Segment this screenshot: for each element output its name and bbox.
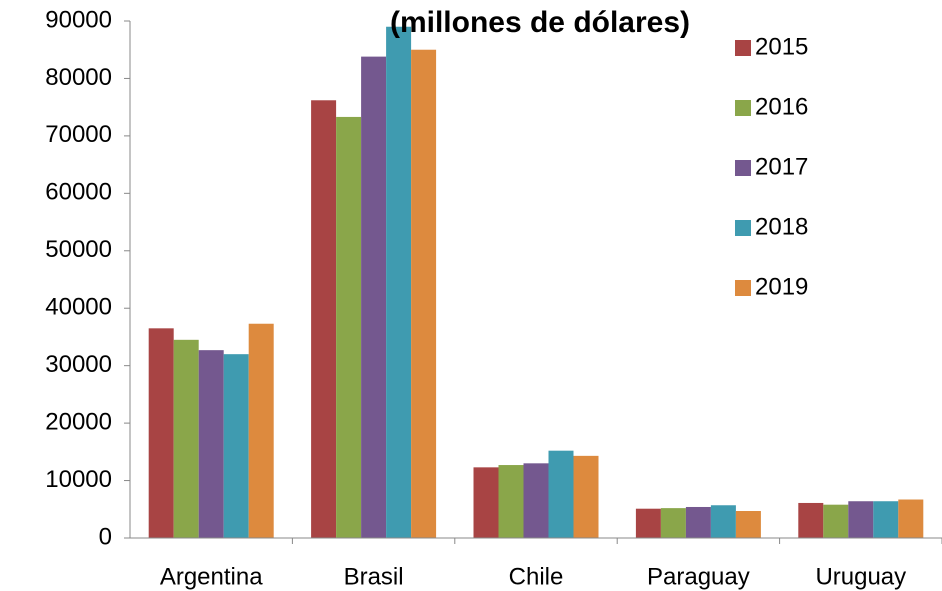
bar [411,49,437,538]
bar [660,508,686,538]
bar [523,463,549,538]
bar [311,100,337,539]
legend-swatch [735,100,751,116]
bar [498,465,524,538]
x-tick-label: Argentina [160,563,263,590]
bar [873,501,899,538]
y-tick-label: 70000 [45,121,112,148]
y-tick-label: 50000 [45,236,112,263]
y-tick-label: 10000 [45,466,112,493]
legend-label: 2017 [755,153,808,180]
y-tick-label: 80000 [45,64,112,91]
legend-swatch [735,280,751,296]
y-tick-label: 90000 [45,6,112,33]
x-tick-label: Paraguay [647,563,750,590]
bar [685,506,711,538]
legend-label: 2015 [755,33,808,60]
bar [573,455,599,538]
x-tick-label: Uruguay [815,563,906,590]
bar [248,323,274,538]
x-tick-label: Chile [509,563,564,590]
bar [898,499,924,538]
bar [173,339,199,538]
bar [735,511,761,538]
y-tick-label: 40000 [45,294,112,321]
bar [336,116,362,538]
legend-label: 2016 [755,93,808,120]
legend-swatch [735,160,751,176]
legend-swatch [735,40,751,56]
y-tick-label: 30000 [45,351,112,378]
bar [148,328,174,538]
bar [823,504,849,538]
x-tick-label: Brasil [344,563,404,590]
bar [635,508,661,538]
bar [223,354,249,538]
bar [798,502,824,538]
bar [548,450,574,538]
legend-label: 2018 [755,213,808,240]
bar [361,56,387,539]
y-tick-label: 20000 [45,408,112,435]
legend-label: 2019 [755,273,808,300]
bars [148,26,924,539]
bar [473,467,499,538]
chart-title: (millones de dólares) [390,6,690,39]
bar [386,26,412,538]
bar [848,501,874,538]
bar [710,505,736,538]
y-tick-label: 0 [99,523,112,550]
bar [198,350,224,538]
y-tick-label: 60000 [45,179,112,206]
legend-swatch [735,220,751,236]
